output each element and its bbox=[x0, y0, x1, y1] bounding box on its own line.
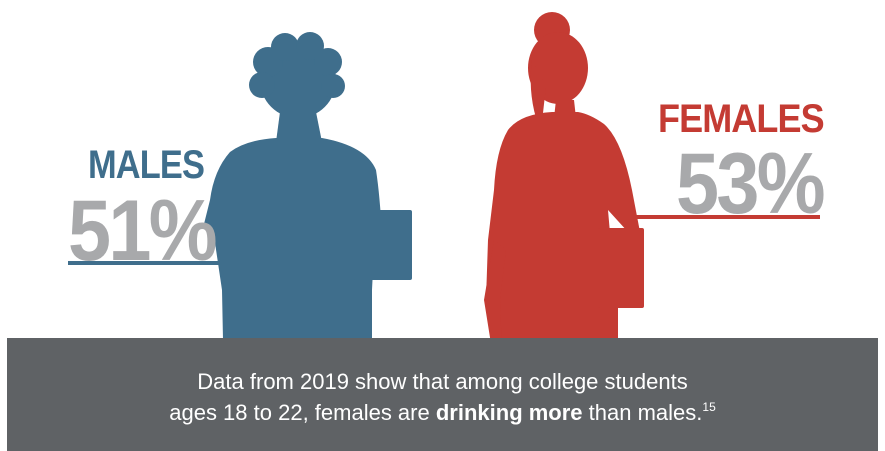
females-rule bbox=[626, 215, 820, 219]
caption-banner: Data from 2019 show that among college s… bbox=[7, 338, 878, 451]
caption-emphasis: drinking more bbox=[435, 400, 583, 425]
footnote-marker: 15 bbox=[702, 400, 716, 414]
male-silhouette bbox=[203, 32, 412, 340]
caption-line2-end: than males. bbox=[582, 400, 703, 425]
caption-line2-start: ages 18 to 22, females are bbox=[169, 400, 436, 425]
females-percent: 53% bbox=[676, 136, 826, 232]
females-label: FEMALES bbox=[658, 97, 825, 141]
caption-line1: Data from 2019 show that among college s… bbox=[197, 369, 688, 394]
males-percent: 51% bbox=[68, 183, 218, 279]
caption-text: Data from 2019 show that among college s… bbox=[7, 366, 878, 428]
female-silhouette bbox=[484, 12, 644, 352]
males-label: MALES bbox=[88, 143, 205, 187]
males-rule bbox=[68, 261, 220, 265]
